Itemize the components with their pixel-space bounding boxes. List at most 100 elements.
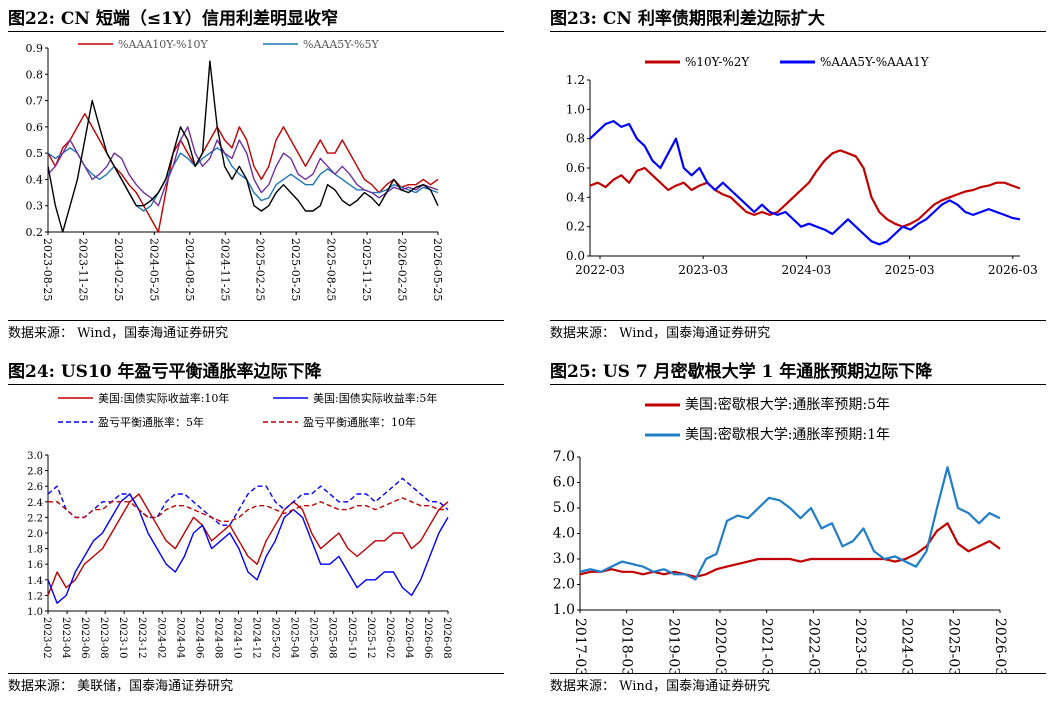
x-tick-label: 2022-03 (805, 618, 821, 673)
x-tick-label: 2024-03 (899, 618, 915, 673)
source-rule (8, 673, 504, 674)
y-tick-label: 1.0 (27, 607, 43, 618)
series-line-1 (47, 493, 449, 596)
x-tick-label: 2024-10 (231, 617, 242, 659)
x-tick-label: 2025-05-25 (289, 238, 302, 301)
x-tick-label: 2024-12 (251, 617, 262, 659)
source-rule (8, 320, 504, 321)
y-tick-label: 0.9 (26, 42, 44, 55)
series-line-2 (589, 119, 1021, 246)
x-tick-label: 2025-11-25 (360, 238, 373, 301)
x-tick-label: 2020-03 (712, 618, 728, 673)
y-tick-label: 6.0 (553, 475, 575, 491)
panel-figure-23: 图23: CN 利率债期限利差边际扩大 1.2 1.0 0.8 0.6 0.4 0.2 0.… (550, 0, 1050, 350)
y-tick-label: 2.0 (553, 577, 575, 593)
x-tick-label: 2026-02 (384, 617, 395, 659)
source-note: 数据来源： 美联储，国泰海通证券研究 (8, 679, 234, 694)
legend-label: %AAA10Y-%10Y (118, 38, 209, 51)
x-tick-label: 2024-05-25 (147, 238, 160, 301)
x-tick-label: 2026-03 (992, 618, 1008, 673)
y-tick-label: 0.6 (566, 161, 585, 175)
series-line-2 (579, 466, 1001, 581)
series-line-3 (47, 126, 439, 207)
y-tick-label: 2.0 (27, 529, 43, 540)
figure-title: 图22: CN 短端（≤1Y）信用利差明显收窄 (8, 9, 339, 29)
title-rule (8, 31, 504, 32)
y-tick-label: 0.2 (26, 226, 44, 239)
x-tick-label: 2025-08 (327, 617, 338, 659)
x-tick-label: 2023-12 (136, 617, 147, 659)
y-tick-label: 2.2 (27, 513, 43, 524)
x-tick-label: 2025-02-25 (254, 238, 267, 301)
panel-figure-24: 图24: US10 年盈亏平衡通胀率边际下降 3.0 2.8 2.6 2.4 2.2 2.… (8, 353, 508, 703)
series-line-1 (589, 149, 1021, 228)
series-line-1 (579, 522, 1001, 578)
x-tick-label: 2023-10 (117, 617, 128, 659)
series-line-4 (48, 497, 448, 523)
x-tick-label: 2019-03 (665, 618, 681, 673)
series-line-3 (47, 477, 449, 526)
y-tick-label: 7.0 (553, 449, 575, 465)
x-tick-label: 2023-06 (79, 617, 90, 659)
x-tick-label: 2023-08-25 (41, 238, 54, 301)
source-note: 数据来源： Wind，国泰海通证券研究 (550, 326, 771, 341)
x-tick-label: 2024-04 (174, 617, 185, 659)
x-tick-label: 2023-08 (98, 617, 109, 659)
x-tick-label: 2026-02-25 (396, 238, 409, 301)
y-tick-label: 0.5 (26, 147, 44, 160)
x-tick-label: 2021-03 (759, 618, 775, 673)
x-tick-label: 2024-11-25 (218, 238, 231, 301)
x-tick-label: 2023-03 (678, 263, 728, 277)
x-tick-label: 2023-03 (852, 618, 868, 673)
x-tick-label: 2025-08-25 (325, 238, 338, 301)
y-tick-label: 2.4 (27, 498, 43, 509)
x-tick-label: 2017-03 (572, 618, 588, 673)
y-tick-label: 5.0 (553, 500, 575, 516)
x-tick-label: 2024-06 (193, 617, 204, 659)
y-tick-label: 1.2 (566, 73, 585, 87)
x-tick-label: 2024-02-25 (112, 238, 125, 301)
x-tick-label: 2026-08 (441, 617, 452, 659)
title-rule (550, 31, 1046, 32)
x-tick-label: 2023-04 (60, 617, 71, 659)
chart-figure-24: 3.0 2.8 2.6 2.4 2.2 2.0 1.8 1.6 1.4 1.2 1.02023-02… (27, 391, 452, 659)
legend-label: %10Y-%2Y (685, 55, 750, 69)
y-tick-label: 0.3 (26, 200, 44, 213)
legend-label: %AAA5Y-%AAA1Y (820, 55, 930, 69)
x-tick-label: 2025-02 (270, 617, 281, 659)
x-tick-label: 2025-03 (885, 263, 935, 277)
x-tick-label: 2025-04 (289, 617, 300, 659)
y-tick-label: 0.7 (26, 95, 44, 108)
y-tick-label: 1.8 (27, 545, 43, 556)
figure-title: 图23: CN 利率债期限利差边际扩大 (550, 9, 825, 29)
y-tick-label: 1.2 (27, 591, 43, 602)
source-rule (550, 320, 1046, 321)
x-tick-label: 2025-12 (365, 617, 376, 659)
x-tick-label: 2023-11-25 (76, 238, 89, 301)
legend-label: 盈亏平衡通胀率：10年 (303, 415, 416, 429)
legend-label: 盈亏平衡通胀率：5年 (98, 415, 204, 429)
x-tick-label: 2023-02 (41, 617, 52, 659)
y-tick-label: 3.0 (553, 551, 575, 567)
title-rule (8, 384, 504, 385)
y-tick-label: 1.0 (566, 102, 585, 116)
legend-label: 美国:密歇根大学:通胀率预期:5年 (685, 396, 890, 413)
figure-title: 图24: US10 年盈亏平衡通胀率边际下降 (8, 362, 322, 382)
x-tick-label: 2024-08-25 (183, 238, 196, 301)
x-tick-label: 2026-05-25 (431, 238, 444, 301)
figure-title: 图25: US 7 月密歇根大学 1 年通胀预期边际下降 (550, 362, 933, 382)
x-tick-label: 2018-03 (619, 618, 635, 673)
title-rule (550, 384, 1046, 385)
legend-label: 美国:国债实际收益率:10年 (98, 391, 229, 405)
x-tick-label: 2026-03 (988, 263, 1038, 277)
x-tick-label: 2025-03 (945, 618, 961, 673)
y-tick-label: 0.4 (566, 190, 585, 204)
y-tick-label: 2.8 (27, 467, 43, 478)
source-note: 数据来源： Wind，国泰海通证券研究 (550, 679, 771, 694)
series-line-4 (47, 60, 439, 233)
y-tick-label: 1.6 (27, 560, 43, 571)
series-line-2 (47, 147, 439, 212)
